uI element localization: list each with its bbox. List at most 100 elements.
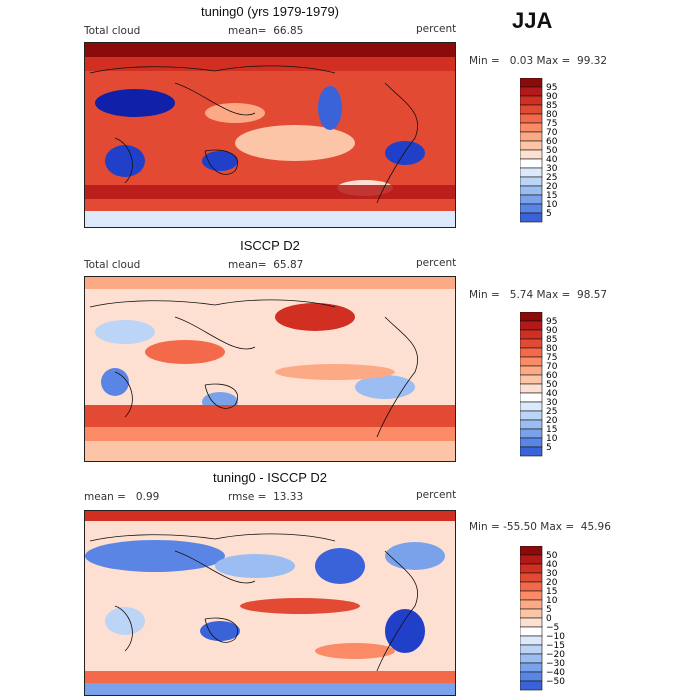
colorbar-label: 5 [546,605,552,615]
colorbar-box [520,419,543,430]
colorbar-label: −5 [546,623,559,633]
panel-2-coastlines [89,299,418,438]
colorbar-box [520,312,543,322]
colorbar-label: 5 [546,209,552,219]
colorbar-label: 10 [546,200,558,210]
colorbar-label: −15 [546,641,565,651]
colorbar-box [520,158,543,169]
colorbar-box [520,176,543,187]
colorbar-box [520,671,543,682]
colorbar-box [520,203,543,214]
panel-2-map [84,276,456,462]
colorbar-box [520,428,543,439]
panel-3-mean-label: mean = 0.99 [84,491,160,503]
colorbar-box [520,122,543,133]
colorbar-box [520,617,543,628]
colorbar-box [520,329,543,340]
colorbar-box [520,78,543,88]
colorbar-box [520,626,543,637]
colorbar-box [520,590,543,601]
colorbar-label: −30 [546,659,565,669]
panel-2-field [85,277,455,461]
colorbar-box [520,446,543,457]
colorbar-box [520,581,543,592]
colorbar-label: 95 [546,83,557,93]
season-label: JJA [512,8,553,33]
colorbar-box [520,185,543,196]
colorbar-box [520,347,543,358]
panel-3-title: tuning0 - ISCCP D2 [213,470,327,485]
colorbar-label: −20 [546,650,565,660]
colorbar-label: 30 [546,398,558,408]
panel-1-minmax: Min = 0.03 Max = 99.32 [469,55,608,67]
colorbar-label: 50 [546,146,558,156]
colorbar-box [520,635,543,646]
colorbar-label: 30 [546,164,558,174]
colorbar-label: 20 [546,416,558,426]
colorbar-box [520,140,543,151]
colorbar-box [520,149,543,160]
colorbar-box [520,546,543,556]
colorbar-box [520,167,543,178]
colorbar-box [520,131,543,142]
colorbar-box [520,356,543,367]
colorbar-label: 20 [546,182,558,192]
colorbar-box [520,365,543,376]
colorbar-label: 90 [546,92,558,102]
colorbar-box [520,563,543,574]
colorbar-box [520,320,543,331]
colorbar-box [520,572,543,583]
panel-1-variable-label: Total cloud [84,25,141,37]
colorbar-box [520,401,543,412]
panel-2-variable-label: Total cloud [84,259,141,271]
colorbar-label: 60 [546,371,558,381]
panel-3-colorbar: 50 40 30 20 15 10 5 0 −5 −10 −15 −20 −30 −40 −50 [520,546,580,696]
colorbar-label: −10 [546,632,565,642]
colorbar-box [520,95,543,106]
panel-1-units-label: percent [416,23,457,35]
colorbar-label: 75 [546,119,557,129]
colorbar-label: 70 [546,128,558,138]
colorbar-box [520,653,543,664]
colorbar-box [520,554,543,565]
colorbar-label: 95 [546,317,557,327]
panel-2-minmax: Min = 5.74 Max = 98.57 [469,289,608,301]
colorbar-box [520,113,543,124]
colorbar-label: −50 [546,677,565,687]
panel-3-coastlines [89,533,418,672]
colorbar-box [520,392,543,403]
panel-3-minmax: Min = -55.50 Max = 45.96 [469,521,611,533]
panel-1-title: tuning0 (yrs 1979-1979) [200,4,340,19]
colorbar-box [520,410,543,421]
colorbar-box [520,644,543,655]
colorbar-box [520,212,543,223]
panel-2-title: ISCCP D2 [240,238,300,253]
panel-1-map [84,42,456,228]
colorbar-label: 25 [546,173,557,183]
colorbar-label: 40 [546,560,558,570]
panel-1-coastlines [89,65,418,204]
colorbar-label: 30 [546,569,558,579]
colorbar-label: 5 [546,443,552,453]
colorbar-label: 40 [546,389,558,399]
colorbar-box [520,374,543,385]
panel-2-colorbar: 95 90 85 80 75 70 60 50 40 30 25 20 15 10 5 [520,312,580,462]
colorbar-box [520,680,543,691]
colorbar-box [520,338,543,349]
colorbar-label: 85 [546,101,557,111]
colorbar-label: 20 [546,578,558,588]
colorbar-box [520,599,543,610]
panel-2-units-label: percent [416,257,457,269]
panel-2-mean-label: mean= 65.87 [228,259,304,271]
colorbar-label: 50 [546,380,558,390]
colorbar-label: 75 [546,353,557,363]
colorbar-box [520,104,543,115]
colorbar-box [520,383,543,394]
panel-3-units-label: percent [416,489,457,501]
colorbar-label: 70 [546,362,558,372]
panel-3-field [85,511,455,695]
panel-1-mean-label: mean= 66.85 [228,25,304,37]
colorbar-box [520,608,543,619]
colorbar-label: 15 [546,191,557,201]
colorbar-box [520,437,543,448]
